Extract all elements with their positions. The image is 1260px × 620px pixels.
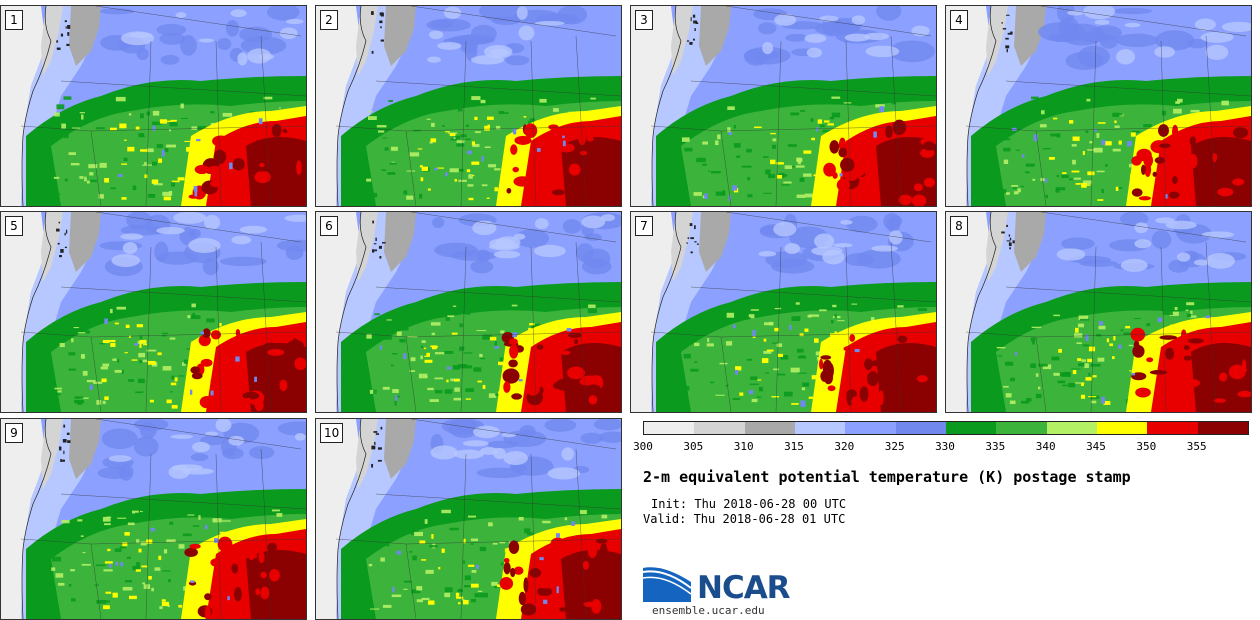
colorbar-tick-label: 315 xyxy=(784,440,804,453)
map-image xyxy=(631,212,936,412)
valid-time: Valid: Thu 2018-06-28 01 UTC xyxy=(643,512,846,526)
colorbar-ticks: 300 305 310 315 320 325 330 335 340 345 350 355 xyxy=(633,440,1247,454)
init-time: Init: Thu 2018-06-28 00 UTC xyxy=(651,497,847,511)
colorbar-tick-label: 350 xyxy=(1136,440,1157,453)
colorbar-tick-label: 345 xyxy=(1086,440,1106,453)
colorbar-segment xyxy=(794,422,846,434)
colorbar-segment xyxy=(996,422,1047,434)
stamp-member-number: 5 xyxy=(5,216,23,236)
colorbar-tick-label: 330 xyxy=(935,440,955,453)
colorbar-segment xyxy=(845,422,896,434)
postage-stamp: 10 xyxy=(315,418,622,620)
map-image xyxy=(946,212,1251,412)
stamp-member-number: 2 xyxy=(320,10,338,30)
colorbar-segment xyxy=(1197,422,1248,434)
stamp-member-number: 6 xyxy=(320,216,338,236)
stamp-member-number: 9 xyxy=(5,423,23,443)
figure-title: 2-m equivalent potential temperature (K)… xyxy=(643,468,1131,486)
colorbar-segment xyxy=(895,422,946,434)
map-image xyxy=(631,6,936,206)
stamp-member-number: 10 xyxy=(320,423,344,443)
colorbar-tick-label: 340 xyxy=(1035,440,1056,453)
colorbar-tick-label: 355 xyxy=(1186,440,1207,453)
colorbar-segment xyxy=(744,422,795,434)
colorbar-tick-label: 325 xyxy=(884,440,905,453)
colorbar-segment xyxy=(945,422,997,434)
colorbar-segment xyxy=(1046,422,1097,434)
map-image xyxy=(316,6,621,206)
colorbar-segment xyxy=(1147,422,1198,434)
postage-stamp: 7 xyxy=(630,211,937,413)
colorbar-tick-label: 300 xyxy=(633,440,653,453)
postage-stamp: 9 xyxy=(0,418,307,620)
map-image xyxy=(316,419,621,619)
postage-stamp: 2 xyxy=(315,5,622,207)
colorbar-segment xyxy=(644,422,695,434)
map-image xyxy=(1,212,306,412)
colorbar-segment xyxy=(694,422,745,434)
map-image xyxy=(1,419,306,619)
colorbar-segment xyxy=(1096,422,1148,434)
map-image xyxy=(946,6,1251,206)
logo-url: ensemble.ucar.edu xyxy=(652,604,765,617)
logo-name: NCAR xyxy=(697,570,791,606)
stamp-member-number: 8 xyxy=(950,216,968,236)
map-image xyxy=(1,6,306,206)
postage-stamp: 1 xyxy=(0,5,307,207)
stamp-member-number: 7 xyxy=(635,216,653,236)
postage-stamp: 3 xyxy=(630,5,937,207)
stamp-member-number: 1 xyxy=(5,10,23,30)
ncar-logo-icon xyxy=(643,567,692,602)
colorbar xyxy=(643,421,1249,435)
colorbar-tick-label: 320 xyxy=(834,440,855,453)
stamp-member-number: 4 xyxy=(950,10,968,30)
postage-stamp: 5 xyxy=(0,211,307,413)
postage-stamp: 8 xyxy=(945,211,1252,413)
stamp-member-number: 3 xyxy=(635,10,653,30)
postage-stamp: 6 xyxy=(315,211,622,413)
colorbar-tick-label: 310 xyxy=(733,440,754,453)
map-image xyxy=(316,212,621,412)
postage-stamp: 4 xyxy=(945,5,1252,207)
colorbar-tick-label: 305 xyxy=(683,440,704,453)
colorbar-tick-label: 335 xyxy=(985,440,1006,453)
